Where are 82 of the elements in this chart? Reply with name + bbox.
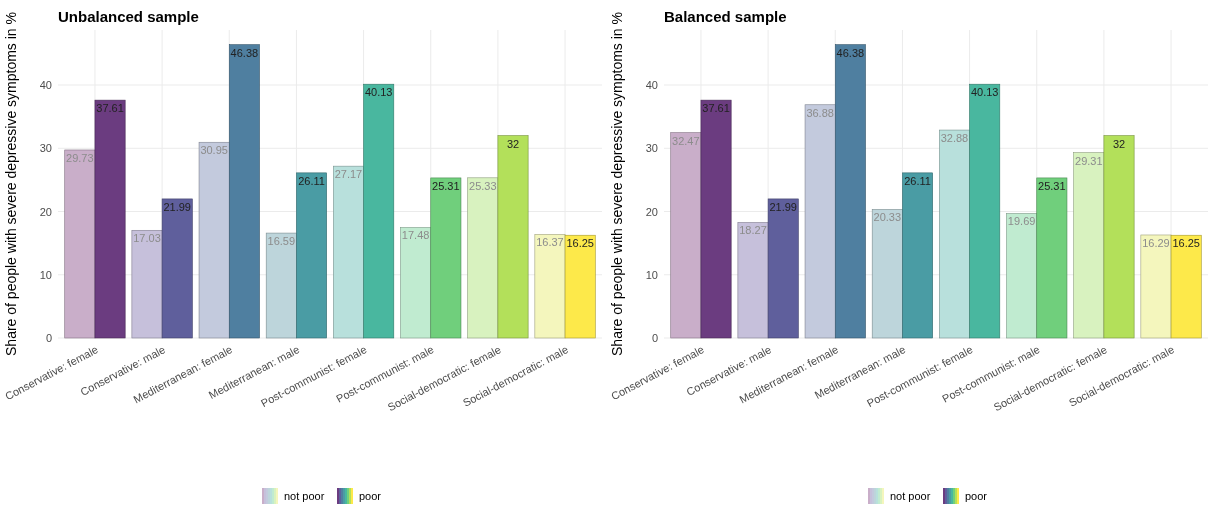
bar	[400, 227, 432, 339]
data-label: 25.31	[1038, 179, 1066, 192]
bar	[497, 135, 529, 339]
bar	[871, 209, 903, 339]
bar	[1140, 234, 1172, 339]
data-label: 17.03	[133, 232, 161, 245]
bar	[363, 83, 395, 339]
legend-label: poor	[359, 490, 382, 502]
y-tick-label: 0	[651, 332, 658, 344]
bar	[804, 104, 836, 339]
bar	[564, 234, 596, 339]
bar	[228, 44, 260, 339]
data-label: 46.38	[836, 46, 865, 59]
bar	[265, 232, 297, 339]
data-label: 26.11	[298, 174, 325, 187]
data-label: 32	[1112, 137, 1126, 150]
data-label: 40.13	[364, 86, 393, 99]
bar	[1006, 213, 1038, 339]
legend-label: poor	[965, 490, 988, 502]
data-label: 20.33	[873, 211, 902, 224]
y-tick-label: 10	[39, 268, 52, 281]
bar	[64, 149, 96, 339]
y-tick-label: 10	[645, 268, 658, 281]
bar	[161, 198, 193, 339]
bar	[1036, 177, 1068, 339]
y-tick-label: 0	[45, 332, 52, 344]
y-axis-title: Share of people with severe depressive symptoms in %	[609, 12, 625, 356]
bar	[670, 132, 702, 339]
data-label: 21.99	[769, 200, 797, 213]
bar	[1170, 234, 1202, 339]
chart-title: Balanced sample	[664, 8, 787, 25]
bar	[767, 198, 799, 339]
data-label: 29.31	[1075, 154, 1103, 167]
chart-title: Unbalanced sample	[58, 8, 199, 25]
bar	[333, 165, 364, 339]
data-label: 25.31	[432, 179, 460, 192]
legend-label: not poor	[284, 490, 325, 502]
data-label: 16.59	[267, 235, 296, 248]
data-label: 27.17	[334, 168, 363, 181]
data-label: 19.69	[1007, 215, 1036, 228]
bar	[94, 99, 126, 339]
bar	[1103, 135, 1135, 339]
bar	[969, 83, 1001, 339]
data-label: 46.38	[230, 46, 259, 59]
bar	[902, 172, 933, 339]
bar	[534, 234, 566, 339]
bar	[1073, 152, 1105, 339]
bar	[834, 44, 866, 339]
data-label: 17.48	[401, 229, 430, 242]
bar	[700, 99, 732, 339]
data-label: 37.61	[702, 102, 730, 115]
y-tick-label: 30	[39, 142, 52, 155]
data-label: 18.27	[739, 224, 767, 237]
y-tick-label: 20	[39, 205, 52, 218]
bar	[198, 141, 230, 339]
data-label: 26.11	[904, 174, 931, 187]
y-tick-label: 30	[645, 142, 658, 155]
data-label: 29.73	[66, 151, 94, 164]
data-label: 40.13	[970, 86, 999, 99]
data-label: 16.29	[1142, 236, 1170, 249]
data-label: 16.37	[536, 236, 564, 249]
data-label: 32.88	[940, 132, 969, 145]
bar	[131, 230, 163, 339]
bar	[467, 177, 499, 339]
data-label: 25.33	[469, 179, 497, 192]
legend-label: not poor	[890, 490, 931, 502]
data-label: 30.95	[200, 144, 228, 157]
y-tick-label: 20	[645, 205, 658, 218]
data-label: 16.25	[1172, 237, 1200, 250]
bar	[430, 177, 462, 339]
data-label: 32	[506, 137, 520, 150]
data-label: 21.99	[163, 200, 191, 213]
data-label: 16.25	[566, 237, 594, 250]
y-tick-label: 40	[39, 79, 52, 92]
bar	[737, 222, 769, 339]
data-label: 32.47	[672, 134, 700, 147]
data-label: 36.88	[806, 106, 834, 119]
data-label: 37.61	[96, 102, 124, 115]
bar	[939, 129, 970, 339]
bar	[296, 172, 327, 339]
y-tick-label: 40	[645, 79, 658, 92]
y-axis-title: Share of people with severe depressive symptoms in %	[3, 12, 19, 356]
